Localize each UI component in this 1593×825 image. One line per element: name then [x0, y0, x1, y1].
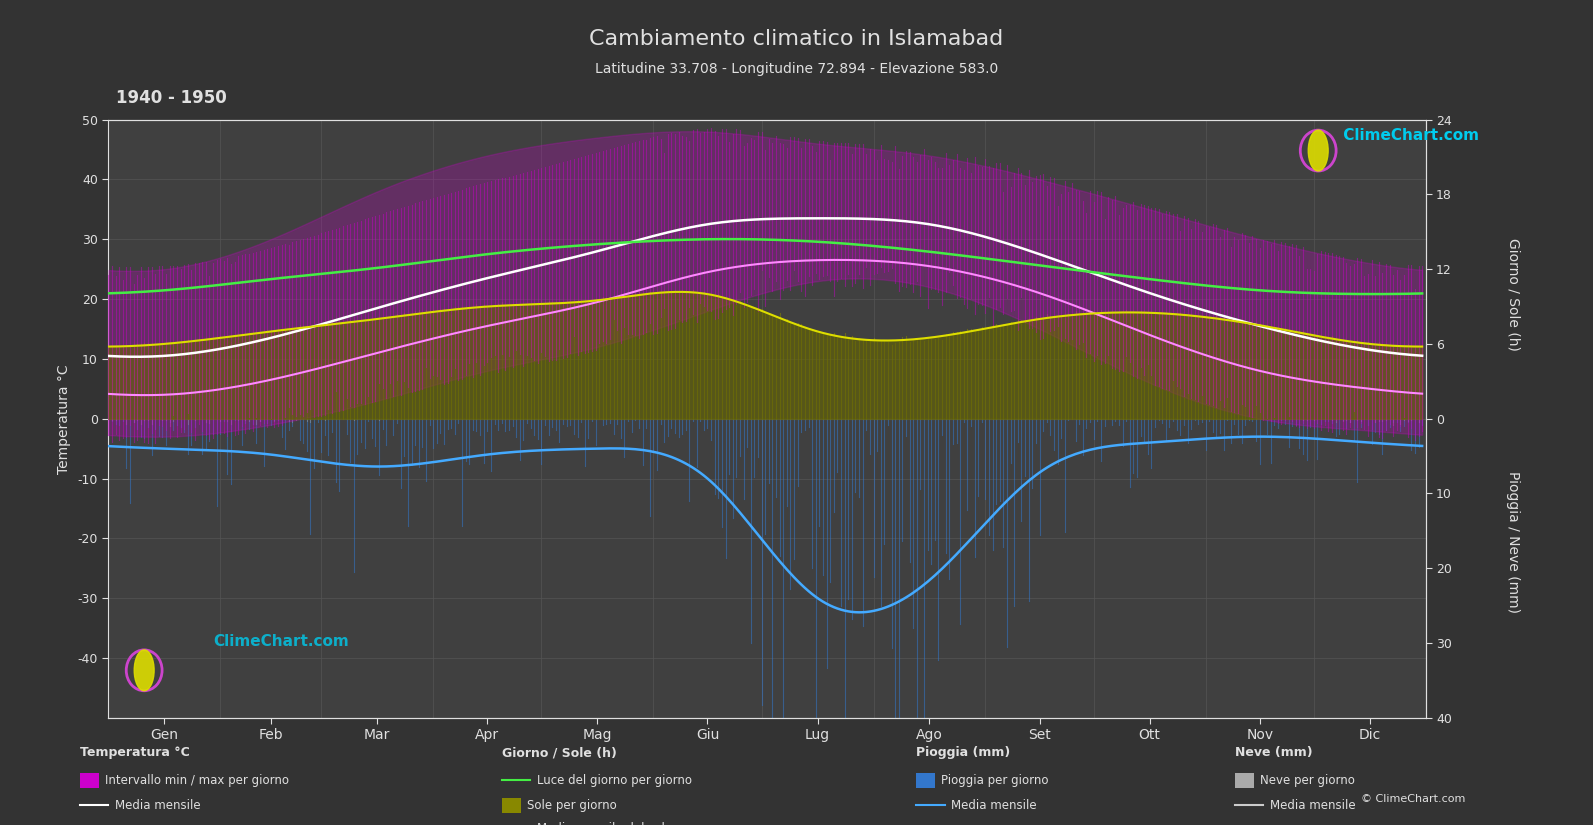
Y-axis label: Temperatura °C: Temperatura °C [57, 364, 70, 474]
Text: ClimeChart.com: ClimeChart.com [213, 634, 349, 649]
Text: Media mensile: Media mensile [1270, 799, 1356, 812]
Text: Luce del giorno per giorno: Luce del giorno per giorno [537, 774, 691, 787]
Text: Neve (mm): Neve (mm) [1235, 746, 1313, 759]
Text: ClimeChart.com: ClimeChart.com [1338, 128, 1480, 143]
Text: © ClimeChart.com: © ClimeChart.com [1360, 794, 1466, 804]
Text: Latitudine 33.708 - Longitudine 72.894 - Elevazione 583.0: Latitudine 33.708 - Longitudine 72.894 -… [594, 62, 999, 76]
Ellipse shape [134, 650, 155, 691]
Text: 1940 - 1950: 1940 - 1950 [116, 89, 228, 107]
Text: Temperatura °C: Temperatura °C [80, 746, 190, 759]
Text: Neve per giorno: Neve per giorno [1260, 774, 1356, 787]
Text: Media mensile: Media mensile [951, 799, 1037, 812]
Text: Media mensile del sole: Media mensile del sole [537, 822, 672, 825]
Text: Giorno / Sole (h): Giorno / Sole (h) [1507, 238, 1520, 351]
Ellipse shape [1308, 130, 1329, 171]
Text: Intervallo min / max per giorno: Intervallo min / max per giorno [105, 774, 290, 787]
Text: Giorno / Sole (h): Giorno / Sole (h) [502, 746, 616, 759]
Text: Media mensile: Media mensile [115, 799, 201, 812]
Text: Cambiamento climatico in Islamabad: Cambiamento climatico in Islamabad [589, 29, 1004, 49]
Text: Pioggia per giorno: Pioggia per giorno [941, 774, 1048, 787]
Text: Pioggia (mm): Pioggia (mm) [916, 746, 1010, 759]
Text: Sole per giorno: Sole per giorno [527, 799, 616, 812]
Text: Pioggia / Neve (mm): Pioggia / Neve (mm) [1507, 471, 1520, 614]
